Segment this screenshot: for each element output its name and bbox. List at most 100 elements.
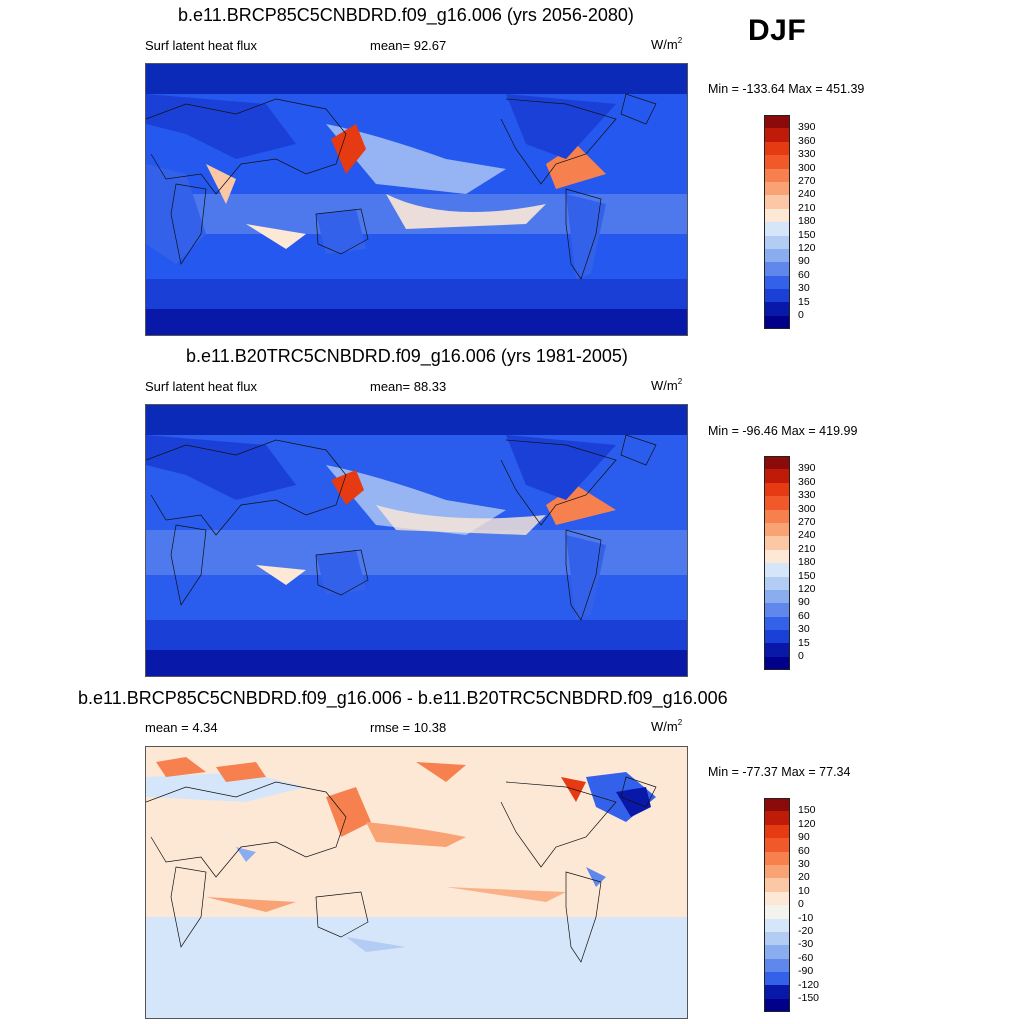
colorbar-swatch [764,603,790,617]
colorbar-tick-label: -120 [798,978,820,991]
colorbar-tick-label: 15 [798,636,810,649]
colorbar-tick-label: 120 [798,817,816,830]
colorbar-swatch [764,128,790,142]
colorbar-swatch [764,918,790,932]
colorbar-swatch [764,616,790,631]
colorbar-swatch [764,315,790,330]
colorbar-tick-label: 240 [798,188,816,201]
colorbar-swatch [764,972,790,986]
colorbar-swatch [764,864,790,879]
colorbar-swatch [764,289,790,303]
colorbar-tick-label: 390 [798,462,816,475]
colorbar-difference [764,798,790,1013]
colorbar-swatch [764,998,790,1013]
mean-label: mean= 88.33 [370,379,447,394]
colorbar-tick-label: 0 [798,650,804,662]
colorbar-tick-label: 60 [798,268,810,281]
colorbar-swatch [764,181,790,196]
colorbar-tick-label: 90 [798,255,810,268]
colorbar-swatch [764,798,790,812]
colorbar-tick-label: 90 [798,596,810,609]
colorbar-swatch [764,155,790,169]
colorbar-tick-label: 210 [798,201,816,214]
colorbar-tick-label: 120 [798,242,816,254]
colorbar-swatch [764,878,790,892]
colorbar-swatch [764,945,790,959]
panel-title: b.e11.BRCP85C5CNBDRD.f09_g16.006 - b.e11… [78,688,728,708]
colorbar-tick-label: 390 [798,121,816,134]
colorbar-swatch [764,208,790,223]
map-difference [145,746,688,1019]
colorbar-swatch [764,838,790,852]
variable-label: Surf latent heat flux [145,379,258,394]
colorbar-swatch [764,549,790,564]
colorbar-tick-label: 330 [798,489,816,502]
colorbar-swatch [764,168,790,182]
colorbar-tick-label: 30 [798,282,810,295]
units-label: W/m2 [651,36,683,52]
minmax-label: Min = -96.46 Max = 419.99 [708,424,858,438]
colorbar-swatch [764,931,790,946]
colorbar-swatch [764,851,790,865]
colorbar-swatch [764,811,790,825]
colorbar-tick-label: 150 [798,804,816,817]
colorbar-tick-label: 30 [798,858,810,870]
units-label: W/m2 [651,718,683,734]
colorbar-tick-label: 270 [798,175,816,187]
colorbar-tick-label: -150 [798,992,820,1004]
panel-title: b.e11.B20TRC5CNBDRD.f09_g16.006 (yrs 198… [186,346,628,366]
colorbar-swatch [764,195,790,209]
colorbar-tick-label: 270 [798,516,816,528]
colorbar-swatch [764,522,790,537]
colorbar-swatch [764,563,790,577]
colorbar-swatch [764,589,790,604]
variable-label: Surf latent heat flux [145,38,258,53]
colorbar-historical [764,456,790,671]
colorbar-tick-label: 90 [798,831,810,844]
colorbar-swatch [764,643,790,657]
colorbar-swatch [764,235,790,249]
colorbar-tick-label: 300 [798,161,816,174]
rmse-label: rmse = 10.38 [370,720,447,735]
colorbar-tick-label: 30 [798,623,810,636]
map-historical [145,404,688,677]
colorbar-swatch [764,824,790,839]
colorbar-tick-label: -10 [798,911,814,924]
colorbar-swatch [764,222,790,236]
colorbar-swatch [764,496,790,510]
colorbar-tick-label: 240 [798,529,816,542]
colorbar-swatch [764,456,790,470]
minmax-label: Min = -77.37 Max = 77.34 [708,765,851,779]
colorbar-tick-label: 300 [798,502,816,515]
colorbar-swatch [764,302,790,316]
minmax-label: Min = -133.64 Max = 451.39 [708,82,865,96]
colorbar-tick-label: 60 [798,844,810,857]
colorbar-tick-label: 60 [798,609,810,622]
colorbar-swatch [764,576,790,590]
colorbar-swatch [764,248,790,263]
colorbar-tick-label: 150 [798,569,816,582]
colorbar-tick-label: 20 [798,871,810,884]
colorbar-swatch [764,536,790,550]
colorbar-swatch [764,905,790,919]
colorbar-tick-label: 15 [798,295,810,308]
colorbar-tick-label: 360 [798,475,816,488]
colorbar-future [764,115,790,330]
colorbar-swatch [764,656,790,671]
colorbar-swatch [764,509,790,523]
colorbar-tick-label: -90 [798,965,814,978]
mean-label: mean = 4.34 [145,720,218,735]
colorbar-swatch [764,469,790,483]
colorbar-tick-label: -30 [798,938,814,951]
colorbar-tick-label: -60 [798,951,814,964]
colorbar-tick-label: 120 [798,583,816,595]
colorbar-swatch [764,115,790,129]
colorbar-swatch [764,275,790,290]
colorbar-swatch [764,141,790,156]
colorbar-tick-label: -20 [798,925,814,937]
colorbar-swatch [764,958,790,973]
colorbar-swatch [764,630,790,644]
colorbar-tick-label: 150 [798,228,816,241]
colorbar-swatch [764,482,790,497]
colorbar-swatch [764,891,790,906]
